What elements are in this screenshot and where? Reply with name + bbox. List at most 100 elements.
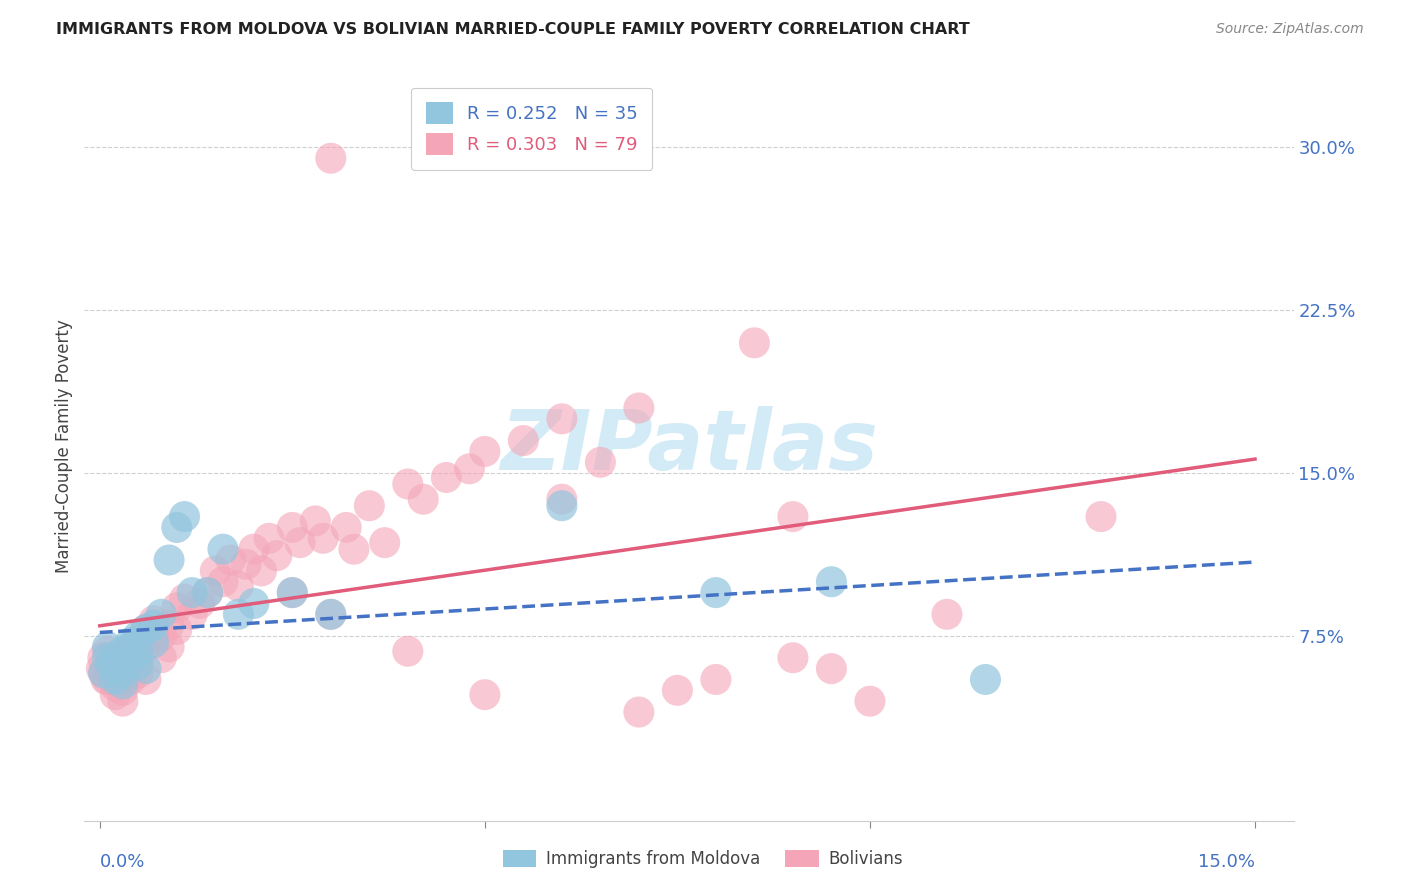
- Point: [257, 531, 280, 545]
- Point: [100, 665, 122, 680]
- Point: [335, 520, 357, 534]
- Point: [120, 673, 142, 687]
- Point: [243, 542, 266, 557]
- Point: [127, 635, 149, 649]
- Point: [104, 665, 127, 680]
- Point: [266, 549, 288, 563]
- Point: [150, 650, 173, 665]
- Point: [704, 585, 727, 599]
- Point: [166, 623, 188, 637]
- Point: [204, 564, 226, 578]
- Point: [93, 665, 115, 680]
- Point: [135, 673, 157, 687]
- Point: [120, 635, 142, 649]
- Point: [412, 492, 434, 507]
- Point: [120, 640, 142, 654]
- Point: [359, 499, 381, 513]
- Point: [111, 673, 134, 687]
- Point: [936, 607, 959, 622]
- Point: [104, 662, 127, 676]
- Text: 15.0%: 15.0%: [1198, 854, 1256, 871]
- Point: [704, 673, 727, 687]
- Point: [96, 673, 118, 687]
- Point: [120, 662, 142, 676]
- Point: [235, 558, 257, 572]
- Point: [150, 629, 173, 643]
- Point: [551, 412, 574, 426]
- Point: [150, 607, 173, 622]
- Point: [93, 665, 115, 680]
- Point: [111, 657, 134, 672]
- Point: [288, 535, 311, 549]
- Point: [434, 470, 457, 484]
- Point: [820, 574, 842, 589]
- Point: [312, 531, 335, 545]
- Point: [820, 662, 842, 676]
- Text: 0.0%: 0.0%: [100, 854, 145, 871]
- Point: [157, 640, 180, 654]
- Point: [782, 509, 804, 524]
- Point: [250, 564, 273, 578]
- Point: [173, 509, 195, 524]
- Point: [181, 585, 204, 599]
- Point: [104, 650, 127, 665]
- Point: [974, 673, 997, 687]
- Point: [197, 585, 219, 599]
- Point: [127, 657, 149, 672]
- Point: [96, 662, 118, 676]
- Point: [111, 683, 134, 698]
- Point: [96, 644, 118, 658]
- Point: [396, 644, 419, 658]
- Point: [627, 705, 650, 719]
- Point: [859, 694, 882, 708]
- Point: [512, 434, 534, 448]
- Point: [120, 650, 142, 665]
- Point: [304, 514, 326, 528]
- Point: [127, 650, 149, 665]
- Point: [281, 585, 304, 599]
- Legend: R = 0.252   N = 35, R = 0.303   N = 79: R = 0.252 N = 35, R = 0.303 N = 79: [411, 88, 652, 169]
- Point: [474, 444, 496, 458]
- Point: [135, 623, 157, 637]
- Point: [181, 607, 204, 622]
- Point: [127, 644, 149, 658]
- Point: [228, 607, 250, 622]
- Point: [166, 520, 188, 534]
- Point: [127, 665, 149, 680]
- Point: [142, 618, 165, 632]
- Point: [589, 455, 612, 469]
- Text: Source: ZipAtlas.com: Source: ZipAtlas.com: [1216, 22, 1364, 37]
- Text: ZIPatlas: ZIPatlas: [501, 406, 877, 486]
- Text: IMMIGRANTS FROM MOLDOVA VS BOLIVIAN MARRIED-COUPLE FAMILY POVERTY CORRELATION CH: IMMIGRANTS FROM MOLDOVA VS BOLIVIAN MARR…: [56, 22, 970, 37]
- Point: [458, 462, 481, 476]
- Point: [104, 688, 127, 702]
- Point: [135, 662, 157, 676]
- Point: [111, 677, 134, 691]
- Point: [90, 662, 112, 676]
- Point: [782, 650, 804, 665]
- Point: [100, 657, 122, 672]
- Point: [744, 335, 766, 350]
- Point: [111, 694, 134, 708]
- Point: [157, 553, 180, 567]
- Point: [319, 607, 342, 622]
- Point: [111, 665, 134, 680]
- Point: [319, 151, 342, 165]
- Point: [104, 679, 127, 693]
- Point: [96, 650, 118, 665]
- Point: [135, 640, 157, 654]
- Point: [627, 401, 650, 415]
- Point: [188, 597, 211, 611]
- Point: [212, 542, 235, 557]
- Point: [212, 574, 235, 589]
- Point: [319, 607, 342, 622]
- Point: [474, 688, 496, 702]
- Point: [135, 623, 157, 637]
- Point: [243, 597, 266, 611]
- Point: [173, 592, 195, 607]
- Point: [374, 535, 396, 549]
- Point: [142, 614, 165, 628]
- Y-axis label: Married-Couple Family Poverty: Married-Couple Family Poverty: [55, 319, 73, 573]
- Point: [219, 553, 242, 567]
- Point: [197, 585, 219, 599]
